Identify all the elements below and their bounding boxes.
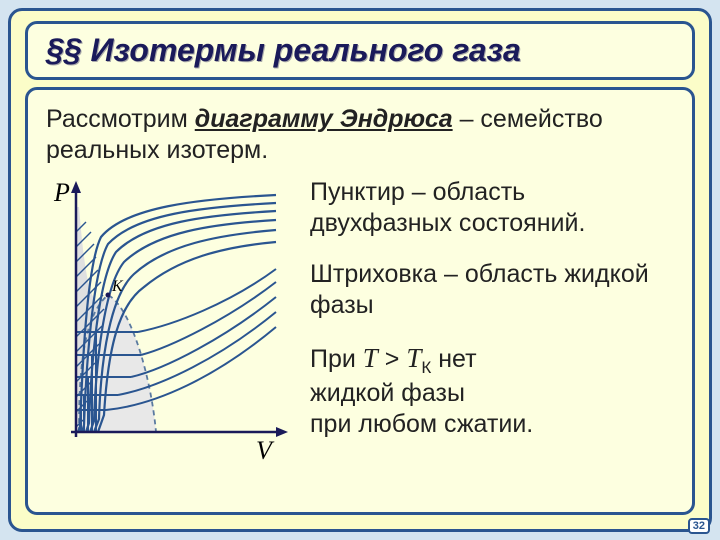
slide-frame: §§ Изотермы реального газа Рассмотрим ди…: [8, 8, 712, 532]
content-row: P V K Пунктир – область двухфазных состоян…: [46, 177, 674, 477]
p3-T: T: [363, 343, 378, 373]
andrews-diagram: P V K: [46, 177, 296, 477]
intro-prefix: Рассмотрим: [46, 105, 195, 133]
svg-text:P: P: [53, 178, 70, 207]
title-box: §§ Изотермы реального газа: [25, 21, 695, 80]
p3-rest3: при любом сжатии.: [310, 410, 533, 438]
intro-text: Рассмотрим диаграмму Эндрюса – семейство…: [46, 104, 674, 167]
p3-sub: К: [421, 358, 431, 377]
para-supercritical: При T > TК нет жидкой фазы при любом сжа…: [310, 342, 674, 441]
para-dashed: Пунктир – область двухфазных состояний.: [310, 177, 674, 240]
title-text: §§ Изотермы реального газа: [46, 32, 674, 69]
svg-text:K: K: [111, 278, 124, 295]
explanation-column: Пунктир – область двухфазных состояний. …: [310, 177, 674, 477]
p3-rest1: нет: [431, 345, 476, 373]
p3-Tk: T: [406, 343, 421, 373]
svg-text:V: V: [256, 436, 275, 465]
p3-prefix: При: [310, 345, 363, 373]
p3-gt: >: [378, 345, 407, 373]
chart-svg: P V K: [46, 177, 296, 477]
content-box: Рассмотрим диаграмму Эндрюса – семейство…: [25, 87, 695, 515]
page-number: 32: [688, 518, 710, 534]
intro-underline: диаграмму Эндрюса: [195, 105, 453, 133]
p3-rest2: жидкой фазы: [310, 379, 465, 407]
para-hatched: Штриховка – область жидкой фазы: [310, 259, 674, 322]
